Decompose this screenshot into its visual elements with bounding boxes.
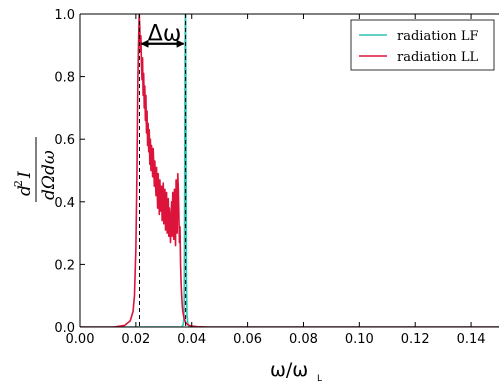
y-axis-label: d 2 I dΩdω (12, 137, 59, 202)
y-axis-ticks: 0.0 0.2 0.4 0.6 0.8 1.0 (54, 8, 85, 336)
y-tick-label: 0.4 (54, 196, 75, 211)
x-tick-label: 0.14 (457, 332, 486, 347)
y-label-numerator-exponent: 2 (12, 180, 25, 187)
y-tick-label: 0.6 (54, 133, 75, 148)
legend-box (350, 19, 495, 71)
y-label-numerator-base: d (15, 185, 35, 196)
x-tick-label: 0.12 (401, 332, 430, 347)
y-tick-label: 0.0 (54, 321, 75, 336)
delta-omega-guides (138, 14, 187, 327)
x-axis-ticks: 0.00 0.02 0.04 0.06 0.08 0.10 0.12 0.14 (66, 14, 486, 347)
x-axis-label-main: ω/ω (270, 359, 308, 381)
plot-frame (79, 13, 499, 328)
legend-label-radiation-lf: radiation LF (397, 29, 479, 44)
x-tick-label: 0.00 (66, 332, 95, 347)
delta-omega-annotation: Δω (140, 21, 185, 48)
x-axis-label-subscript: L (317, 374, 322, 383)
x-axis-label: ω/ω L (270, 359, 322, 383)
delta-omega-label: Δω (148, 21, 181, 46)
y-label-numerator-var: I (15, 171, 35, 179)
legend: radiation LF radiation LL (350, 19, 495, 71)
y-tick-label: 1.0 (54, 8, 75, 23)
x-tick-label: 0.04 (177, 332, 206, 347)
series-line-radiation-ll (80, 14, 499, 327)
x-tick-label: 0.10 (345, 332, 374, 347)
y-tick-label: 0.8 (54, 71, 75, 86)
y-tick-label: 0.2 (54, 258, 75, 273)
x-tick-label: 0.06 (233, 332, 262, 347)
legend-label-radiation-ll: radiation LL (397, 50, 479, 65)
y-label-denominator: dΩdω (39, 150, 59, 200)
x-tick-label: 0.08 (289, 332, 318, 347)
x-tick-label: 0.02 (121, 332, 150, 347)
